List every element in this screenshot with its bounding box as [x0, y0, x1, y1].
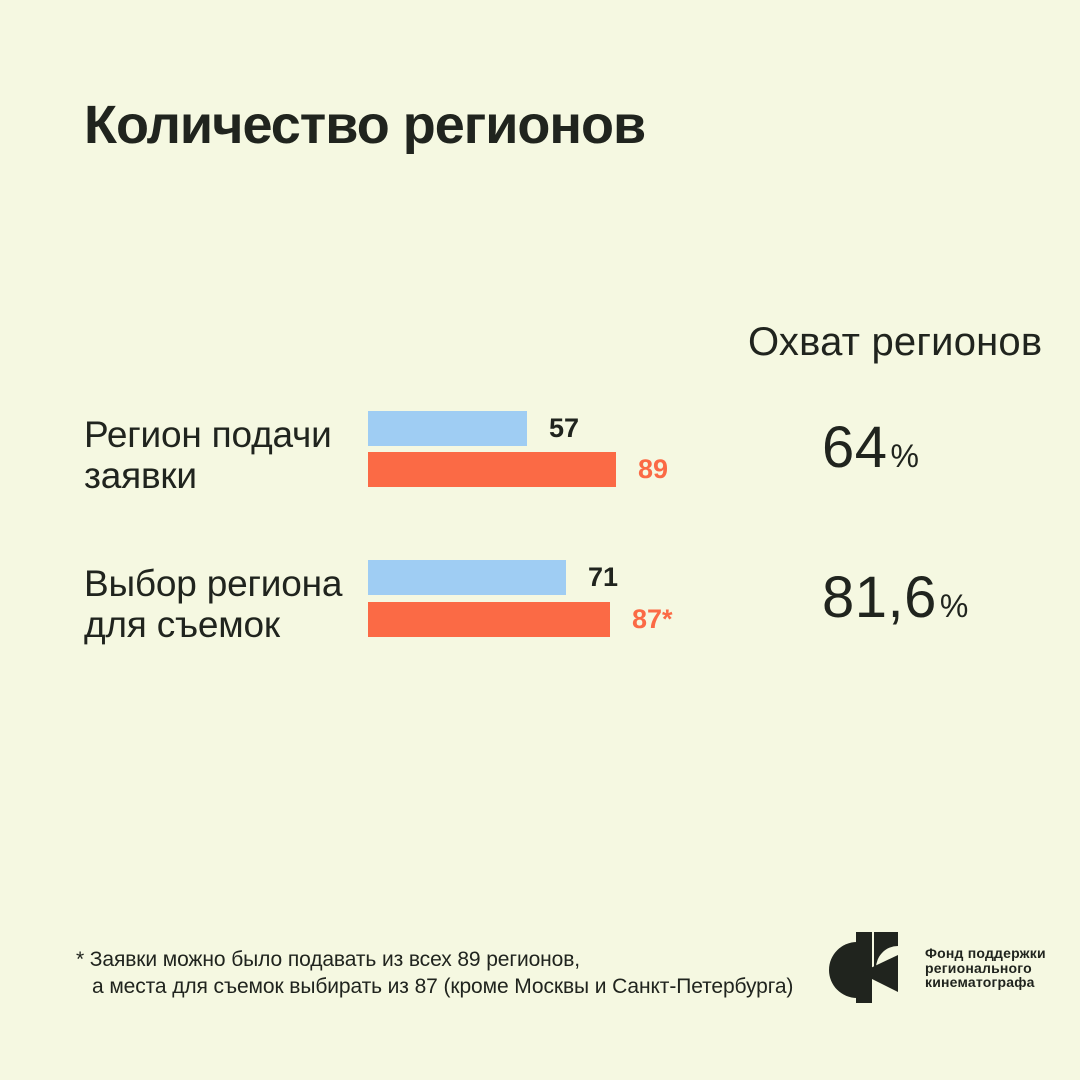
bar-blue-57 [368, 411, 527, 446]
logo-text-line: кинематографа [925, 974, 1035, 990]
bar-row1-blue: 57 [368, 411, 579, 446]
bar-row2-blue: 71 [368, 560, 618, 595]
row-label-line: для съемок [84, 604, 280, 645]
coverage-value-row2: 81,6 % [822, 567, 968, 629]
page-title: Количество регионов [84, 95, 646, 155]
fprk-logo-icon [829, 932, 898, 1003]
coverage-value-row1: 64 % [822, 417, 919, 479]
footnote-line: * Заявки можно было подавать из всех 89 … [76, 948, 581, 971]
percent-sign: % [939, 588, 969, 624]
bar-value-label: 71 [588, 562, 619, 592]
row-label-line: Выбор региона [84, 563, 343, 604]
bar-orange-89 [368, 452, 616, 487]
bar-orange-87 [368, 602, 610, 637]
footnote-line: а места для съемок выбирать из 87 (кроме… [92, 975, 794, 998]
coverage-number: 64 [822, 415, 888, 480]
fprk-logo-text: Фонд поддержки регионального кинематогра… [925, 932, 1046, 990]
bar-value-label: 89 [638, 454, 669, 484]
percent-sign: % [890, 438, 919, 474]
bar-value-label: 57 [549, 413, 580, 443]
row-label-region-podachi: Регион подачи заявки [84, 414, 384, 496]
footnote: * Заявки можно было подавать из всех 89 … [76, 946, 793, 1000]
bar-value-label: 87* [632, 604, 673, 634]
row-label-line: заявки [84, 455, 197, 496]
logo-text-line: Фонд поддержки [925, 945, 1046, 961]
logo-text-line: регионального [925, 959, 1032, 976]
bar-blue-71 [368, 560, 566, 595]
bar-row2-orange: 87* [368, 602, 673, 637]
bar-row1-orange: 89 [368, 452, 668, 487]
row-label-vybor-regiona: Выбор региона для съемок [84, 563, 384, 645]
row-label-line: Регион подачи [84, 414, 332, 455]
coverage-column-header: Охват регионов [748, 320, 1043, 364]
fprk-logo: Фонд поддержки регионального кинематогра… [826, 932, 1046, 1005]
coverage-number: 81,6 [822, 565, 937, 630]
